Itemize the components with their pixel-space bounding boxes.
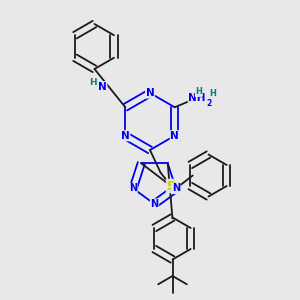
Text: N: N xyxy=(129,184,137,194)
Text: N: N xyxy=(150,199,159,209)
Text: N: N xyxy=(172,184,180,194)
Text: S: S xyxy=(167,179,176,193)
Text: NH: NH xyxy=(188,93,206,103)
Text: H: H xyxy=(209,89,216,98)
Text: N: N xyxy=(146,88,154,98)
Text: N: N xyxy=(170,131,179,141)
Text: N: N xyxy=(98,82,107,92)
Text: 2: 2 xyxy=(207,99,212,108)
Text: H: H xyxy=(90,78,97,87)
Text: H: H xyxy=(195,87,202,96)
Text: N: N xyxy=(121,131,130,141)
